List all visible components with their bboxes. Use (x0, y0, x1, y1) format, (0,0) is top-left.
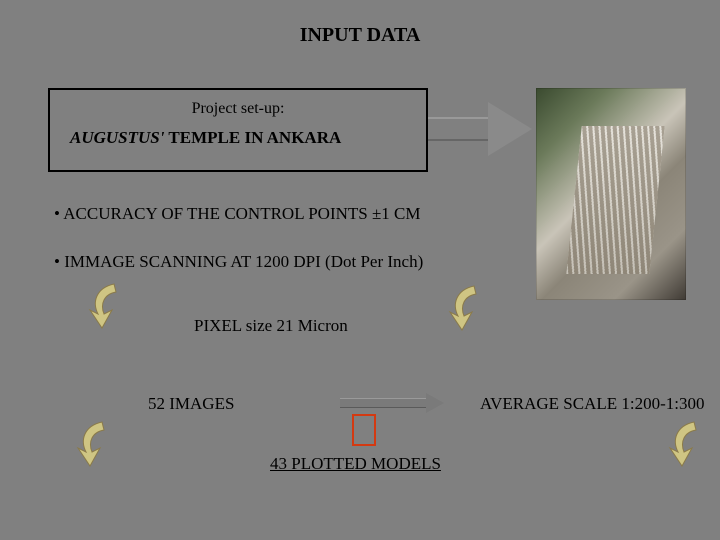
project-name-rest: TEMPLE IN ANKARA (164, 128, 341, 147)
average-scale-text: AVERAGE SCALE 1:200-1:300 (480, 394, 704, 414)
curved-arrow-icon (72, 418, 116, 468)
project-name-italic: AUGUSTUS' (70, 128, 164, 147)
bullet-accuracy: • ACCURACY OF THE CONTROL POINTS ±1 CM (54, 204, 421, 224)
pixel-size-text: PIXEL size 21 Micron (194, 316, 348, 336)
down-arrow-outline-icon (352, 414, 376, 446)
project-setup-label: Project set-up: (64, 100, 412, 118)
images-count-text: 52 IMAGES (148, 394, 234, 414)
curved-arrow-icon (444, 282, 488, 332)
plotted-models-text: 43 PLOTTED MODELS (270, 454, 441, 474)
curved-arrow-icon (84, 280, 128, 330)
curved-arrow-icon (664, 418, 708, 468)
project-name: AUGUSTUS' TEMPLE IN ANKARA (64, 128, 412, 148)
project-setup-box: Project set-up: AUGUSTUS' TEMPLE IN ANKA… (48, 88, 428, 172)
temple-photo (536, 88, 686, 300)
bullet-scanning: • IMMAGE SCANNING AT 1200 DPI (Dot Per I… (54, 252, 423, 272)
page-title: INPUT DATA (0, 24, 720, 47)
